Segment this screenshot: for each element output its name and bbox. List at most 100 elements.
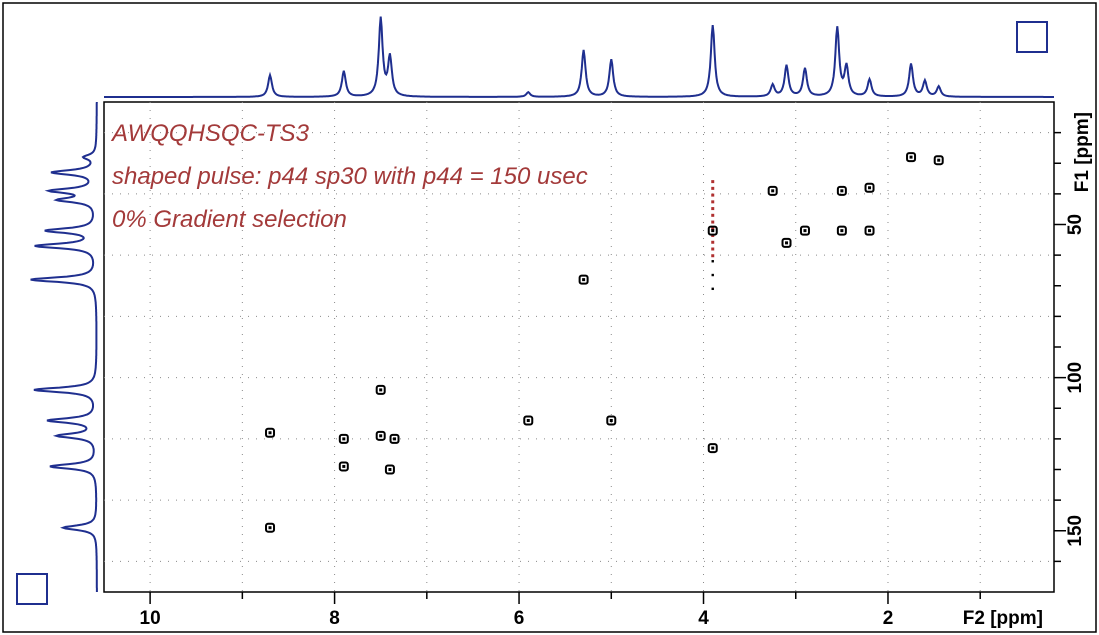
x-tick-label: 6 bbox=[514, 608, 525, 629]
cross-peak-core bbox=[840, 229, 844, 233]
streak-dot bbox=[711, 247, 715, 251]
cross-peak-core bbox=[342, 464, 346, 468]
cross-peak bbox=[606, 415, 617, 426]
cross-peak-contour bbox=[906, 152, 917, 163]
y-tick-label: 50 bbox=[1065, 214, 1086, 235]
cross-peak-contour bbox=[836, 225, 847, 236]
cross-peak bbox=[265, 427, 276, 438]
x-tick-label: 10 bbox=[140, 608, 161, 629]
grid-lines bbox=[104, 102, 1054, 592]
cross-peak-contour bbox=[836, 185, 847, 196]
cross-peak-core bbox=[582, 278, 586, 282]
cross-peak-contour bbox=[384, 464, 395, 475]
annotation-line-3: 0% Gradient selection bbox=[112, 206, 347, 233]
streak-dot bbox=[711, 287, 714, 291]
cross-peak bbox=[384, 464, 395, 475]
cross-peak-core bbox=[803, 229, 807, 233]
cross-peak-contour bbox=[578, 274, 589, 285]
cross-peak-core bbox=[388, 468, 392, 471]
cross-peak bbox=[906, 152, 917, 163]
streak-dot bbox=[711, 207, 715, 211]
cross-peak bbox=[707, 225, 718, 236]
cross-peak-contour bbox=[389, 433, 400, 444]
cross-peak bbox=[375, 384, 386, 395]
cross-peak-contour bbox=[707, 443, 718, 454]
cross-peak bbox=[799, 225, 810, 236]
streak-dot bbox=[711, 254, 715, 258]
cross-peak-contour bbox=[265, 427, 276, 438]
cross-peak bbox=[707, 443, 718, 454]
cross-peak bbox=[523, 415, 534, 426]
streak-dot bbox=[711, 193, 715, 197]
cross-peak-core bbox=[771, 189, 775, 193]
streak-dot bbox=[711, 186, 715, 190]
cross-peak-contour bbox=[707, 225, 718, 236]
streak-dot bbox=[711, 260, 714, 263]
f1-projection-trace bbox=[30, 102, 98, 592]
cross-peak bbox=[338, 461, 349, 472]
cross-peak-contour bbox=[864, 182, 875, 193]
cross-peak-core bbox=[342, 437, 346, 441]
cross-peak bbox=[578, 274, 589, 285]
cross-peak bbox=[389, 433, 400, 444]
cross-peak bbox=[265, 522, 276, 533]
streak-dot bbox=[711, 240, 715, 244]
cross-peak-contour bbox=[338, 433, 349, 444]
streak-dot bbox=[711, 180, 715, 184]
cross-peak bbox=[864, 182, 875, 193]
x-axis-ticks: 10 8 6 4 2 bbox=[140, 592, 981, 629]
cross-peak-contour bbox=[799, 225, 810, 236]
annotation-line-2: shaped pulse: p44 sp30 with p44 = 150 us… bbox=[112, 163, 588, 190]
y-axis-ticks: 50 100 150 bbox=[1054, 131, 1086, 563]
cross-peaks bbox=[265, 152, 944, 533]
cross-peak bbox=[767, 185, 778, 196]
cross-peak-core bbox=[909, 155, 913, 159]
corner-box-bottom-left[interactable] bbox=[16, 573, 48, 605]
cross-peak-core bbox=[526, 419, 530, 422]
cross-peak-core bbox=[937, 158, 941, 162]
plot-frame bbox=[103, 101, 1055, 593]
cross-peak-core bbox=[379, 434, 383, 438]
cross-peak-core bbox=[711, 229, 715, 233]
cross-peak-core bbox=[268, 526, 272, 530]
cross-peak-contour bbox=[265, 522, 276, 533]
cross-peak-core bbox=[393, 437, 397, 441]
streak-dot bbox=[711, 227, 715, 231]
cross-peak-contour bbox=[375, 384, 386, 395]
cross-peak bbox=[864, 225, 875, 236]
cross-peak bbox=[781, 237, 792, 248]
y-tick-label: 100 bbox=[1065, 362, 1086, 394]
cross-peak-contour bbox=[933, 155, 944, 166]
cross-peak bbox=[338, 433, 349, 444]
cross-peak-contour bbox=[864, 225, 875, 236]
streak-dot bbox=[711, 273, 714, 277]
cross-peak-core bbox=[711, 446, 715, 450]
f2-projection-trace bbox=[104, 16, 1054, 98]
x-tick-label: 8 bbox=[329, 608, 340, 629]
cross-peak-core bbox=[268, 431, 272, 435]
cross-peak-core bbox=[379, 388, 383, 392]
cross-peak bbox=[375, 430, 386, 441]
annotation-line-1: AWQQHSQC-TS3 bbox=[110, 120, 310, 147]
cross-peak-contour bbox=[338, 461, 349, 472]
y-tick-label: 150 bbox=[1065, 515, 1086, 547]
x-tick-label: 2 bbox=[883, 608, 894, 629]
f1-projection-line bbox=[30, 102, 98, 592]
corner-box-top-right[interactable] bbox=[1016, 21, 1048, 53]
cross-peak-contour bbox=[767, 185, 778, 196]
cross-peak bbox=[836, 225, 847, 236]
streak-dot bbox=[711, 213, 715, 217]
cross-peak-core bbox=[868, 186, 872, 190]
cross-peak bbox=[933, 155, 944, 166]
cross-peak-core bbox=[868, 229, 872, 233]
f2-projection-line bbox=[104, 16, 1054, 98]
cross-peak-core bbox=[609, 419, 613, 422]
cross-peak-core bbox=[785, 241, 789, 245]
streak-dot bbox=[711, 200, 715, 204]
y-axis-title: F1 [ppm] bbox=[1072, 112, 1093, 192]
cross-peak bbox=[836, 185, 847, 196]
x-axis-title: F2 [ppm] bbox=[963, 608, 1043, 629]
cross-peak-contour bbox=[523, 415, 534, 426]
